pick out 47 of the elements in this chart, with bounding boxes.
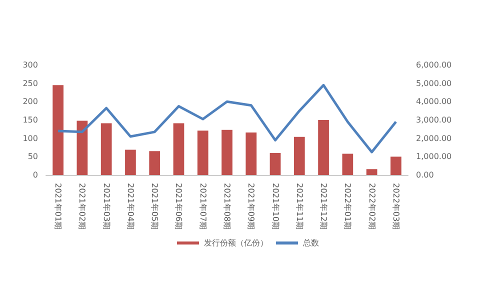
y2-tick-label: 2,000.00 (416, 134, 452, 143)
y-tick-label: 200 (22, 97, 38, 106)
bar (390, 156, 402, 175)
x-tick-label: 2021年12期 (319, 183, 328, 230)
y-tick-label: 50 (28, 152, 38, 162)
y-tick-label: 150 (22, 116, 38, 124)
bar (294, 136, 305, 175)
y2-tick-label: 6,000.00 (416, 60, 452, 70)
x-tick-label: 2021年08期 (222, 183, 232, 230)
bar (342, 154, 354, 175)
x-tick-label: 2021年03期 (102, 183, 111, 230)
y2-tick-label: 1,000.00 (416, 152, 452, 162)
bar (246, 132, 257, 175)
bar (149, 151, 160, 175)
x-tick-label: 2021年04期 (126, 183, 135, 230)
y-tick-label: 250 (22, 78, 38, 88)
y2-tick-label: 4,000.00 (416, 97, 452, 106)
y-tick-label: 100 (22, 134, 38, 143)
y-tick-label: 0 (32, 170, 38, 180)
x-tick-label: 2021年06期 (174, 183, 184, 230)
x-tick-label: 2021年11期 (294, 183, 304, 230)
bar (197, 130, 208, 175)
bar (76, 120, 88, 175)
bar (318, 120, 329, 175)
x-tick-label: 2021年01期 (54, 183, 63, 230)
y-tick-label: 300 (22, 60, 38, 70)
x-tick-label: 2021年05期 (150, 183, 160, 230)
y2-tick-label: 0.00 (416, 170, 434, 180)
y2-tick-label: 3,000.00 (416, 116, 452, 124)
bar (173, 123, 184, 175)
x-tick-label: 2021年09期 (246, 183, 256, 230)
legend-label: 总数 (302, 238, 319, 248)
bar (125, 150, 136, 175)
x-tick-label: 2021年07期 (198, 183, 208, 230)
bar (270, 153, 281, 175)
bar (366, 169, 378, 175)
bar (222, 130, 232, 175)
x-tick-label: 2022年03期 (391, 183, 400, 230)
x-tick-label: 2022年01期 (343, 183, 352, 230)
legend-label: 发行份额（亿份） (204, 238, 268, 248)
bar (52, 85, 64, 175)
bar (100, 123, 112, 175)
x-tick-label: 2021年10期 (270, 183, 280, 230)
line-series (56, 84, 398, 154)
x-tick-label: 2021年02期 (78, 183, 87, 230)
x-tick-label: 2022年02期 (367, 183, 376, 230)
y2-tick-label: 5,000.00 (416, 78, 452, 88)
